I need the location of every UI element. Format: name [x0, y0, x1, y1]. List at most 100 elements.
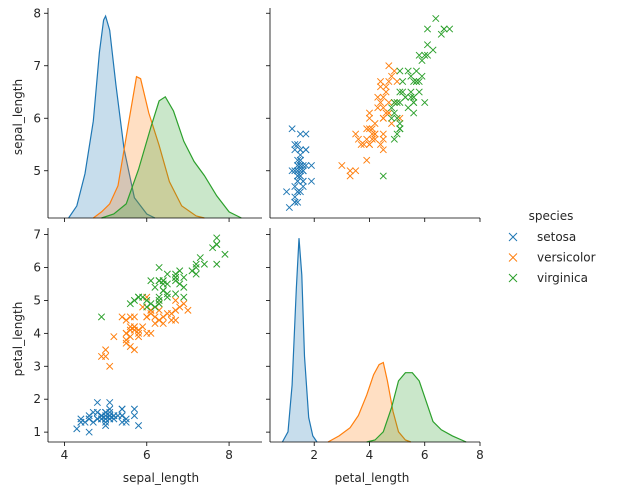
scatter-point-setosa [299, 182, 307, 191]
scatter-point-setosa [114, 412, 122, 420]
scatter-point-setosa [299, 177, 307, 185]
scatter-point-virginica [139, 293, 147, 301]
scatter-point-virginica [163, 290, 171, 298]
scatter-point-virginica [390, 135, 398, 143]
scatter-point-versicolor [385, 77, 393, 86]
scatter-point-versicolor [346, 172, 354, 180]
scatter-point-virginica [396, 98, 404, 107]
scatter-point-versicolor [134, 333, 143, 341]
legend-label-setosa: setosa [537, 230, 576, 244]
scatter-point-virginica [390, 98, 398, 107]
scatter-point-virginica [404, 67, 412, 75]
scatter-point-virginica [437, 30, 445, 38]
scatter-point-setosa [130, 405, 138, 413]
scatter-point-versicolor [371, 119, 379, 128]
kde-line-versicolor [92, 75, 205, 219]
scatter-point-versicolor [382, 109, 390, 117]
scatter-point-virginica [388, 114, 396, 122]
scatter-point-virginica [390, 109, 398, 117]
scatter-point-virginica [421, 51, 429, 59]
scatter-point-versicolor [338, 161, 346, 170]
x-axis-title-col1: sepal_length [123, 471, 199, 485]
scatter-point-virginica [97, 313, 106, 321]
scatter-point-virginica [180, 283, 188, 291]
scatter-point-setosa [296, 167, 304, 175]
y-tick-label: 3 [33, 359, 41, 373]
scatter-point-virginica [396, 125, 404, 133]
scatter-point-setosa [291, 140, 299, 149]
scatter-point-versicolor [388, 72, 396, 80]
scatter-point-versicolor [376, 77, 385, 86]
scatter-point-versicolor [388, 119, 396, 128]
panel-petal-length-kde: 2 4 6 8 [266, 228, 484, 462]
x-tick-label: 4 [61, 448, 69, 462]
scatter-point-virginica [172, 290, 180, 298]
scatter-point-virginica [209, 244, 217, 252]
scatter-point-setosa [130, 412, 138, 420]
scatter-point-virginica [396, 119, 404, 128]
y-tick-label: 1 [33, 425, 41, 439]
scatter-point-setosa [294, 156, 302, 164]
legend-marker-versicolor [508, 253, 518, 262]
scatter-point-virginica [418, 72, 426, 80]
scatter-point-versicolor [357, 140, 365, 149]
scatter-point-setosa [307, 177, 316, 185]
scatter-point-virginica [172, 277, 180, 285]
scatter-point-virginica [410, 98, 418, 107]
scatter-point-virginica [393, 98, 401, 107]
scatter-point-setosa [102, 418, 110, 426]
scatter-point-versicolor [147, 310, 155, 318]
scatter-point-virginica [196, 254, 204, 262]
panel-petal-vs-sepal-scatter: 4 6 8 1 2 3 4 5 6 7 [33, 228, 262, 462]
scatter-point-versicolor [365, 140, 374, 149]
scatter-point-versicolor [122, 316, 130, 324]
scatter-point-versicolor [130, 326, 138, 334]
scatter-point-virginica [429, 46, 437, 54]
scatter-point-setosa [77, 415, 85, 423]
scatter-point-setosa [299, 167, 307, 175]
y-tick-label: 7 [33, 228, 41, 242]
scatter-point-versicolor [396, 114, 404, 122]
scatter-point-setosa [296, 146, 304, 154]
scatter-point-virginica [163, 293, 171, 301]
scatter-point-virginica [412, 67, 421, 75]
x-tick-label: 6 [421, 448, 429, 462]
scatter-point-setosa [73, 425, 81, 433]
y-tick-label: 5 [33, 293, 41, 307]
scatter-point-versicolor [390, 67, 398, 75]
legend-item-virginica: virginica [508, 271, 588, 285]
scatter-point-setosa [302, 130, 310, 138]
scatter-point-versicolor [167, 310, 176, 318]
scatter-point-setosa [93, 398, 101, 407]
scatter-point-versicolor [126, 342, 134, 351]
y-tick-label: 4 [33, 326, 41, 340]
scatter-point-setosa [299, 161, 307, 170]
scatter-point-setosa [106, 412, 114, 420]
scatter-point-versicolor [352, 167, 360, 175]
scatter-point-setosa [302, 161, 310, 170]
scatter-point-versicolor [379, 146, 387, 154]
scatter-point-versicolor [385, 98, 393, 107]
scatter-point-virginica [423, 41, 432, 49]
scatter-point-setosa [102, 415, 110, 423]
scatter-point-virginica [151, 303, 159, 311]
scatter-point-versicolor [130, 346, 138, 354]
scatter-point-versicolor [352, 130, 360, 138]
scatter-point-virginica [410, 77, 418, 86]
legend-marker-virginica [508, 273, 518, 283]
scatter-point-setosa [294, 161, 302, 170]
scatter-point-virginica [379, 172, 387, 180]
scatter-point-virginica [155, 263, 163, 272]
scatter-point-setosa [302, 146, 310, 154]
scatter-point-versicolor [363, 125, 371, 133]
scatter-point-setosa [296, 156, 304, 164]
scatter-point-virginica [159, 280, 167, 288]
scatter-point-versicolor [134, 329, 143, 337]
scatter-point-virginica [396, 88, 404, 96]
scatter-point-setosa [294, 198, 302, 206]
scatter-point-virginica [421, 98, 429, 107]
x-tick-label: 4 [366, 448, 374, 462]
scatter-point-setosa [291, 198, 299, 206]
scatter-point-virginica [172, 273, 180, 281]
